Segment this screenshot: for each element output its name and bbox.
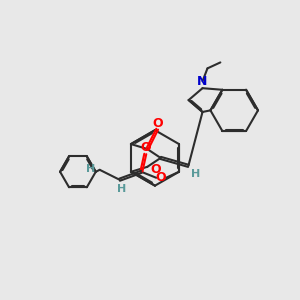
Text: O: O <box>153 117 164 130</box>
Text: O: O <box>140 140 151 154</box>
Text: O: O <box>156 171 167 184</box>
Text: O: O <box>150 163 160 176</box>
Text: H: H <box>191 169 200 179</box>
Text: H: H <box>86 164 95 174</box>
Text: N: N <box>197 75 208 88</box>
Text: H: H <box>117 184 126 194</box>
